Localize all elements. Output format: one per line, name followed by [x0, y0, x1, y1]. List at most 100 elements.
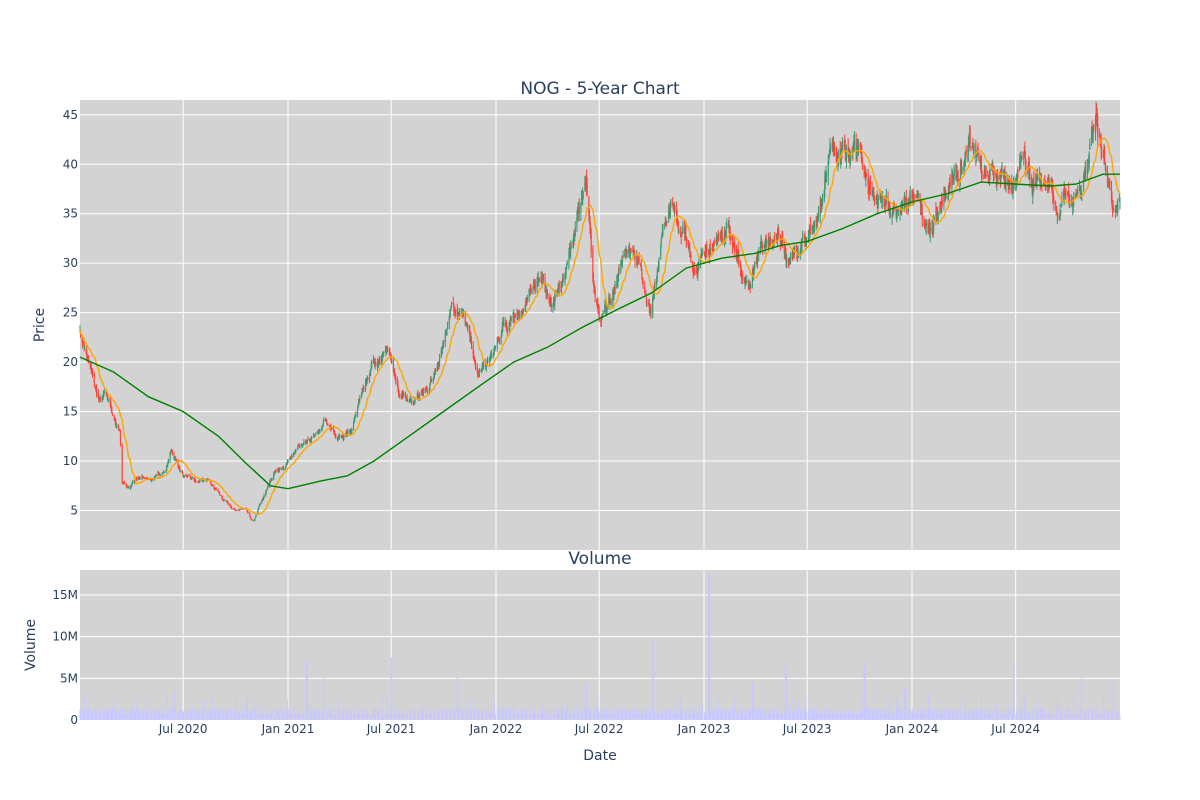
candle	[817, 217, 819, 219]
candle	[972, 147, 975, 151]
candle	[392, 359, 394, 371]
volume-bar	[505, 712, 507, 720]
volume-bar	[780, 716, 782, 720]
candle	[792, 250, 795, 257]
volume-bar	[396, 712, 398, 720]
candle	[218, 491, 220, 493]
candle	[1043, 183, 1045, 185]
x-tick-label: Jul 2022	[574, 722, 624, 736]
volume-bar	[975, 707, 977, 720]
candle	[718, 234, 720, 236]
volume-bar	[558, 712, 560, 720]
candle	[478, 373, 480, 375]
volume-bar	[387, 710, 389, 720]
candle	[413, 401, 415, 405]
volume-bar	[383, 714, 385, 720]
volume-bar	[612, 710, 614, 720]
candle	[386, 352, 388, 354]
candle	[506, 326, 508, 331]
candle	[913, 195, 915, 197]
volume-bar	[656, 715, 658, 720]
candle	[466, 325, 468, 327]
volume-bar	[84, 694, 86, 720]
volume-bar	[893, 714, 895, 720]
candle	[921, 212, 923, 219]
volume-bar	[948, 712, 950, 720]
volume-bar	[584, 709, 586, 720]
volume-bar	[678, 716, 680, 720]
candle	[413, 401, 416, 404]
volume-bar	[247, 696, 249, 720]
candle	[424, 387, 426, 393]
volume-bar	[229, 713, 231, 720]
volume-bar	[494, 714, 496, 720]
volume-bar	[1008, 711, 1010, 720]
volume-bar	[355, 713, 357, 720]
candle	[572, 236, 575, 242]
candle	[578, 206, 580, 214]
candle	[225, 500, 227, 501]
volume-bar	[375, 714, 377, 720]
candle	[610, 300, 612, 303]
volume-bar	[365, 709, 367, 720]
candle	[482, 366, 484, 368]
candle	[369, 372, 371, 374]
candle	[939, 205, 941, 215]
volume-bar	[127, 709, 129, 720]
volume-bar	[907, 709, 909, 720]
volume-bar	[510, 708, 512, 720]
volume-bar	[186, 711, 188, 720]
candle	[83, 342, 85, 348]
volume-bar	[353, 711, 355, 720]
volume-bar	[522, 714, 524, 720]
volume-bar	[601, 715, 603, 720]
candle	[374, 362, 376, 365]
candle	[365, 380, 367, 383]
candle	[1076, 190, 1078, 195]
volume-bar	[1023, 709, 1025, 720]
candle	[445, 332, 447, 335]
candle	[776, 234, 779, 241]
x-tick-label: Jan 2021	[261, 722, 315, 736]
volume-bar	[593, 714, 595, 720]
volume-bar	[489, 714, 491, 720]
candle	[1023, 158, 1025, 160]
volume-bar	[661, 708, 663, 720]
candle	[948, 185, 950, 187]
candle	[1098, 136, 1101, 138]
candle	[924, 221, 926, 224]
volume-bar	[167, 715, 169, 720]
volume-bar	[291, 715, 293, 720]
candle	[528, 290, 530, 299]
candle	[427, 391, 429, 392]
volume-bar	[542, 706, 544, 720]
volume-bar	[969, 708, 971, 720]
candle	[155, 475, 157, 477]
candle	[828, 158, 830, 165]
volume-bar	[716, 707, 718, 720]
candle	[274, 470, 276, 472]
volume-bar	[913, 711, 915, 720]
volume-bar	[474, 713, 476, 720]
volume-bar	[170, 715, 172, 720]
volume-bar	[813, 714, 815, 720]
candle	[696, 270, 698, 273]
volume-bar	[1064, 711, 1066, 720]
volume-bar	[791, 712, 793, 720]
volume-bar	[632, 708, 634, 720]
candle	[668, 211, 670, 213]
volume-bar	[314, 711, 316, 720]
volume-bar	[126, 712, 128, 720]
candle	[398, 393, 400, 395]
candle	[323, 419, 325, 422]
candle	[537, 277, 539, 282]
volume-bar	[935, 715, 937, 720]
candle	[397, 383, 399, 390]
volume-bar	[1040, 708, 1042, 720]
price-grid	[80, 100, 1120, 550]
candle	[301, 446, 303, 447]
candle	[840, 149, 842, 155]
volume-bar	[107, 709, 109, 720]
candle	[210, 482, 212, 485]
volume-bar	[983, 713, 985, 720]
